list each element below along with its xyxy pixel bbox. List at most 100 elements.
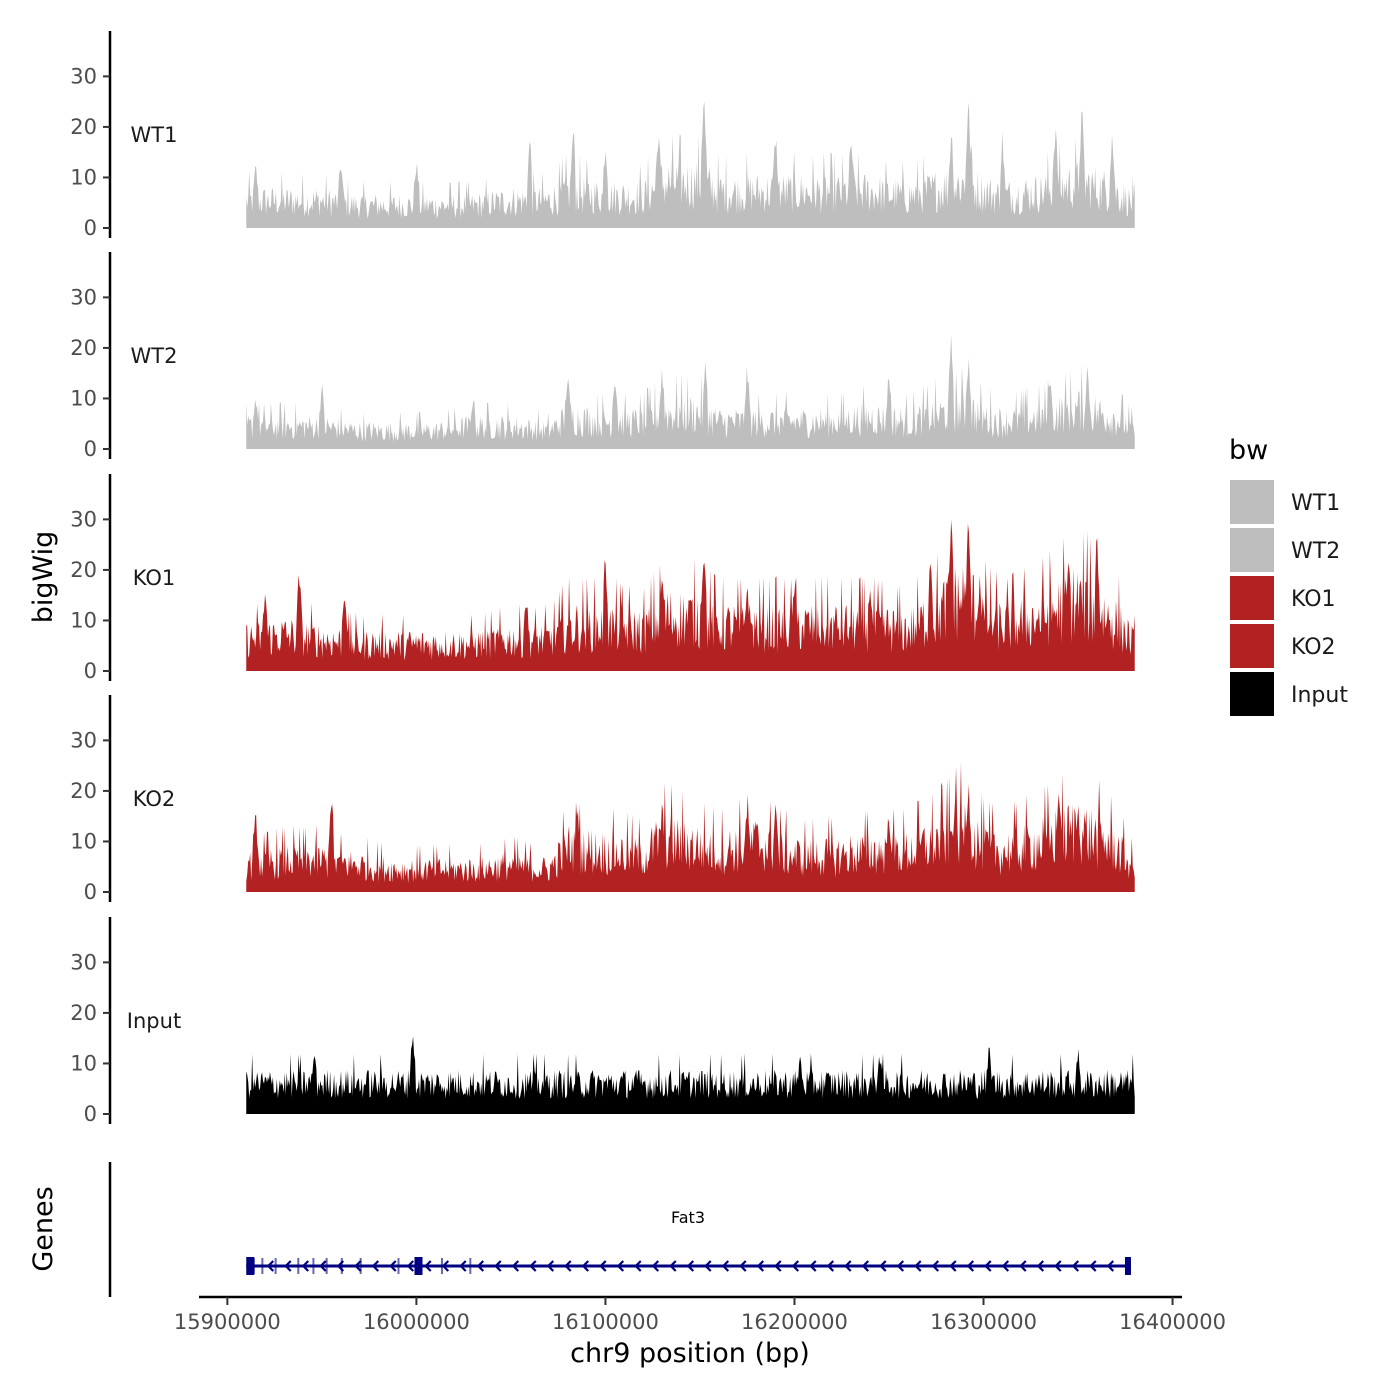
y-tick-label: 20 [70, 779, 97, 803]
x-tick-label: 16000000 [363, 1310, 470, 1334]
strand-arrow [599, 1260, 607, 1272]
strand-arrow [564, 1260, 572, 1272]
strand-arrow [529, 1260, 537, 1272]
x-tick-label: 16200000 [741, 1310, 848, 1334]
strand-arrow [774, 1260, 782, 1272]
gene-name-label: Fat3 [671, 1208, 705, 1227]
strand-arrow [931, 1260, 940, 1272]
strand-arrow [301, 1260, 310, 1272]
legend-key-wt2 [1230, 528, 1274, 572]
strand-arrow [371, 1260, 380, 1272]
signal-area-ko2 [246, 762, 1135, 892]
y-tick-label: 0 [84, 659, 97, 683]
gene-exon [397, 1258, 400, 1274]
gene-exon [252, 1258, 255, 1274]
strand-arrow [861, 1260, 870, 1272]
strand-arrow [441, 1260, 450, 1272]
legend-key-input [1230, 672, 1274, 716]
y-tick-label: 30 [70, 507, 97, 531]
strand-arrow [826, 1260, 835, 1272]
strand-arrow [1019, 1260, 1027, 1272]
track-label-ko1: KO1 [133, 566, 176, 590]
strand-arrow [756, 1260, 765, 1272]
strand-arrow [389, 1260, 397, 1272]
strand-arrow [1054, 1260, 1062, 1272]
legend: bw WT1 WT2 KO1 KO2 Input [1229, 435, 1348, 716]
gene-track: Genes Fat3 [28, 1162, 1131, 1297]
strand-arrow [424, 1260, 432, 1272]
strand-arrow [1036, 1260, 1045, 1272]
strand-arrow [896, 1260, 905, 1272]
gene-track-label: Genes [28, 1186, 59, 1271]
y-tick-label: 0 [84, 1102, 97, 1126]
gene-exon [261, 1258, 264, 1274]
strand-arrow [284, 1260, 292, 1272]
x-tick-label: 16100000 [552, 1310, 659, 1334]
strand-arrow [1071, 1260, 1080, 1272]
x-tick-label: 16300000 [930, 1310, 1037, 1334]
gene-exon [469, 1258, 472, 1274]
strand-arrow [984, 1260, 992, 1272]
gene-exon [1124, 1257, 1131, 1275]
track-input: 0 10 20 30 Input [70, 917, 1135, 1126]
gene-exon [312, 1258, 315, 1274]
track-wt1: 0 10 20 30 WT1 [70, 31, 1135, 240]
signal-area-wt2 [246, 334, 1135, 449]
signal-area-input [246, 1036, 1135, 1114]
track-label-wt1: WT1 [131, 123, 178, 147]
x-axis-title: chr9 position (bp) [570, 1338, 810, 1369]
legend-label-input: Input [1291, 683, 1348, 708]
strand-arrow [791, 1260, 800, 1272]
strand-arrow [459, 1260, 467, 1272]
gene-exon [246, 1257, 255, 1275]
x-axis: chr9 position (bp) 15900000 16000000 16100… [174, 1295, 1226, 1369]
y-tick-label: 30 [70, 64, 97, 88]
strand-arrow [1001, 1260, 1010, 1272]
strand-arrow [651, 1260, 660, 1272]
strand-arrow [704, 1260, 712, 1272]
gene-exon [340, 1258, 343, 1274]
strand-arrow [1106, 1260, 1115, 1272]
gene-exon [414, 1257, 423, 1275]
y-tick-label: 20 [70, 115, 97, 139]
strand-arrow [809, 1260, 817, 1272]
strand-arrow [616, 1260, 625, 1272]
gene-exon [359, 1258, 362, 1274]
strand-arrow [966, 1260, 975, 1272]
track-wt2: 0 10 20 30 WT2 [70, 252, 1135, 461]
signal-area-wt1 [246, 101, 1135, 228]
track-label-input: Input [127, 1009, 181, 1033]
strand-arrow [634, 1260, 642, 1272]
gene-exon [274, 1258, 277, 1274]
strand-arrow [914, 1260, 922, 1272]
legend-key-ko2 [1230, 624, 1274, 668]
track-label-ko2: KO2 [133, 787, 176, 811]
x-tick-label: 15900000 [174, 1310, 281, 1334]
legend-label-wt2: WT2 [1291, 539, 1340, 564]
strand-arrow [266, 1260, 275, 1272]
legend-key-wt1 [1230, 480, 1274, 524]
strand-arrow [406, 1260, 415, 1272]
strand-arrow [739, 1260, 747, 1272]
strand-arrow [669, 1260, 677, 1272]
legend-title: bw [1229, 435, 1268, 466]
bigwig-tracks: 0 10 20 30 WT1 0 10 20 30 WT2 0 10 20 30 KO1 0 10 20 30 KO2… [70, 31, 1135, 1126]
gene-exon [297, 1258, 300, 1274]
y-tick-label: 20 [70, 336, 97, 360]
strand-arrow [511, 1260, 520, 1272]
x-tick-label: 16400000 [1119, 1310, 1226, 1334]
signal-area-ko1 [246, 520, 1135, 671]
y-tick-label: 20 [70, 1001, 97, 1025]
strand-arrow [879, 1260, 887, 1272]
strand-arrow [1089, 1260, 1097, 1272]
strand-arrow [581, 1260, 590, 1272]
strand-arrow [319, 1260, 327, 1272]
legend-label-ko1: KO1 [1291, 587, 1336, 612]
y-tick-label: 0 [84, 216, 97, 240]
strand-arrow [686, 1260, 695, 1272]
strand-arrow [844, 1260, 852, 1272]
track-ko1: 0 10 20 30 KO1 [70, 474, 1135, 683]
track-ko2: 0 10 20 30 KO2 [70, 695, 1135, 904]
y-tick-label: 10 [70, 386, 97, 410]
